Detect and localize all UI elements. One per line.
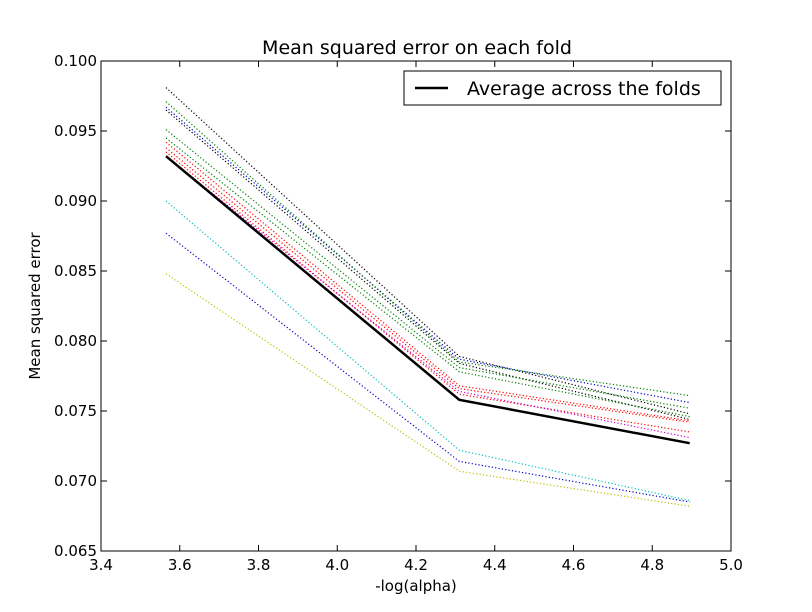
y-tick-label: 0.075	[54, 402, 97, 420]
series-line-fold-3	[165, 101, 690, 397]
x-tick-label: 4.2	[404, 556, 428, 574]
y-tick-label: 0.080	[54, 332, 97, 350]
y-tick-label: 0.090	[54, 192, 97, 210]
y-axis-ticks: 0.065 0.070 0.075 0.080 0.085 0.090 0.095 0.100	[54, 52, 731, 560]
y-tick-label: 0.070	[54, 472, 97, 490]
x-tick-label: 4.8	[640, 556, 664, 574]
y-tick-label: 0.065	[54, 542, 97, 560]
x-axis-label: -log(alpha)	[375, 577, 457, 595]
legend: Average across the folds	[403, 70, 722, 106]
x-tick-label: 4.6	[562, 556, 586, 574]
plot-area	[101, 61, 731, 551]
y-tick-label: 0.095	[54, 122, 97, 140]
x-tick-label: 4.4	[483, 556, 507, 574]
y-tick-label: 0.085	[54, 262, 97, 280]
x-tick-label: 3.8	[247, 556, 271, 574]
series-line-fold-11	[165, 200, 690, 502]
series-line-fold-6	[165, 137, 690, 418]
x-tick-label: 3.6	[168, 556, 192, 574]
y-axis-label: Mean squared error	[26, 231, 44, 379]
series-line-fold-7	[165, 141, 690, 422]
y-tick-label: 0.100	[54, 52, 97, 70]
x-tick-label: 4.0	[325, 556, 349, 574]
legend-label-average: Average across the folds	[467, 78, 701, 100]
series-line-fold-9	[165, 151, 690, 433]
chart-title: Mean squared error on each fold	[262, 37, 572, 59]
x-tick-label: 3.4	[89, 556, 113, 574]
series-line-fold-12	[165, 232, 690, 503]
series-line-fold-5	[165, 129, 690, 409]
series-line-fold-8	[165, 147, 690, 423]
x-tick-label: 5.0	[719, 556, 743, 574]
series-line-fold-4	[165, 109, 690, 420]
series-line-average	[165, 155, 690, 445]
series-line-fold-1	[165, 87, 690, 415]
series-layer	[165, 87, 690, 507]
x-axis-ticks: 3.4 3.6 3.8 4.0 4.2 4.4 4.6 4.8 5.0	[89, 61, 743, 574]
legend-box	[403, 70, 722, 106]
